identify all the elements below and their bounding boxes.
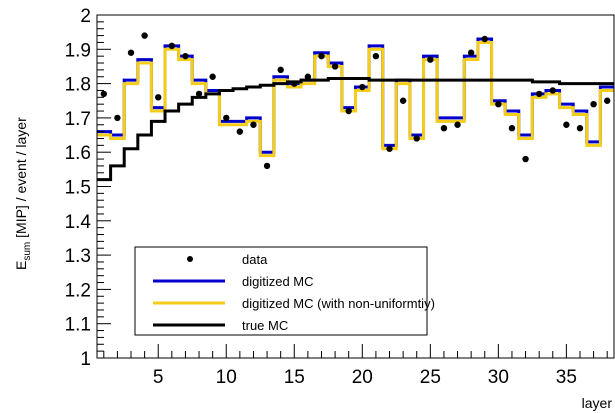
- data-point: [345, 107, 352, 115]
- y-tick-label: 1.8: [65, 75, 91, 96]
- series-line-digitized-mc-with-non-uniformtiy: [97, 40, 614, 158]
- data-point: [590, 100, 597, 108]
- y-tick-label: 1.9: [65, 40, 91, 61]
- legend-marker-data: [187, 256, 193, 262]
- tick-labels: 11.11.21.31.41.51.61.71.81.925 10 15 20 25 30…: [65, 6, 577, 388]
- data-point: [427, 56, 434, 63]
- data-point: [209, 73, 216, 80]
- x-tick-label: 10: [216, 367, 237, 388]
- data-point: [372, 52, 380, 60]
- y-axis-title-sub: sum: [22, 242, 33, 261]
- data-point: [440, 124, 448, 132]
- legend: data digitized MC digitized MC (with non…: [134, 246, 435, 336]
- x-tick-label: 20: [352, 367, 373, 388]
- legend-box: [134, 246, 428, 336]
- x-tick-label: 30: [488, 367, 509, 388]
- data-point: [481, 35, 488, 43]
- data-point: [304, 73, 312, 80]
- data-point: [386, 145, 393, 152]
- axis-ticks: [97, 14, 608, 359]
- data-point: [331, 63, 339, 70]
- y-axis-title-rest: [MIP] / event / layer: [13, 117, 29, 242]
- data-point: [250, 121, 257, 128]
- data-point: [168, 42, 176, 50]
- data-point: [454, 121, 461, 128]
- y-tick-label: 1.5: [65, 178, 91, 199]
- x-tick-label: 15: [284, 367, 305, 388]
- data-point: [495, 100, 502, 108]
- data-point: [291, 80, 298, 87]
- data-point: [100, 90, 108, 98]
- data-point: [263, 162, 271, 170]
- x-tick-label: 5: [153, 367, 164, 388]
- x-tick-label: 25: [420, 367, 441, 388]
- y-tick-label: 1.1: [65, 315, 91, 336]
- y-tick-label: 1.7: [65, 109, 91, 130]
- data-point: [413, 135, 420, 142]
- data-point: [195, 90, 203, 98]
- data-point: [576, 124, 584, 132]
- legend-label-digitized-mc-nonuniform: digitized MC (with non-uniformtiy): [242, 296, 435, 311]
- data-point: [223, 114, 230, 122]
- legend-label-digitized-mc: digitized MC: [242, 274, 314, 289]
- legend-label-data: data: [242, 252, 268, 267]
- y-tick-label: 1.6: [65, 143, 91, 164]
- data-point: [563, 121, 570, 128]
- y-axis-title-main: E: [13, 261, 29, 270]
- data-point: [318, 52, 325, 60]
- data-point: [399, 97, 407, 104]
- data-point: [277, 66, 284, 74]
- data-point: [522, 155, 529, 163]
- data-point: [182, 52, 189, 60]
- data-point: [127, 49, 135, 56]
- data-point: [359, 83, 366, 91]
- y-axis-title: Esum [MIP] / event / layer: [13, 117, 33, 270]
- data-point: [549, 87, 556, 94]
- data-point: [508, 124, 516, 132]
- y-tick-label: 2: [80, 6, 91, 27]
- data-layer: [97, 32, 614, 182]
- x-axis-title: layer: [582, 395, 613, 411]
- data-point: [467, 49, 475, 56]
- data-point: [114, 114, 121, 122]
- y-tick-label: 1.3: [65, 246, 91, 267]
- data-point: [535, 90, 543, 98]
- data-point: [236, 128, 244, 135]
- data-point: [155, 94, 162, 101]
- legend-label-true-mc: true MC: [242, 318, 288, 333]
- data-point: [603, 97, 611, 104]
- data-point: [141, 32, 148, 39]
- y-tick-label: 1.4: [65, 212, 92, 233]
- y-tick-label: 1.2: [65, 280, 91, 301]
- y-tick-label: 1: [80, 349, 91, 370]
- x-tick-label: 35: [556, 367, 577, 388]
